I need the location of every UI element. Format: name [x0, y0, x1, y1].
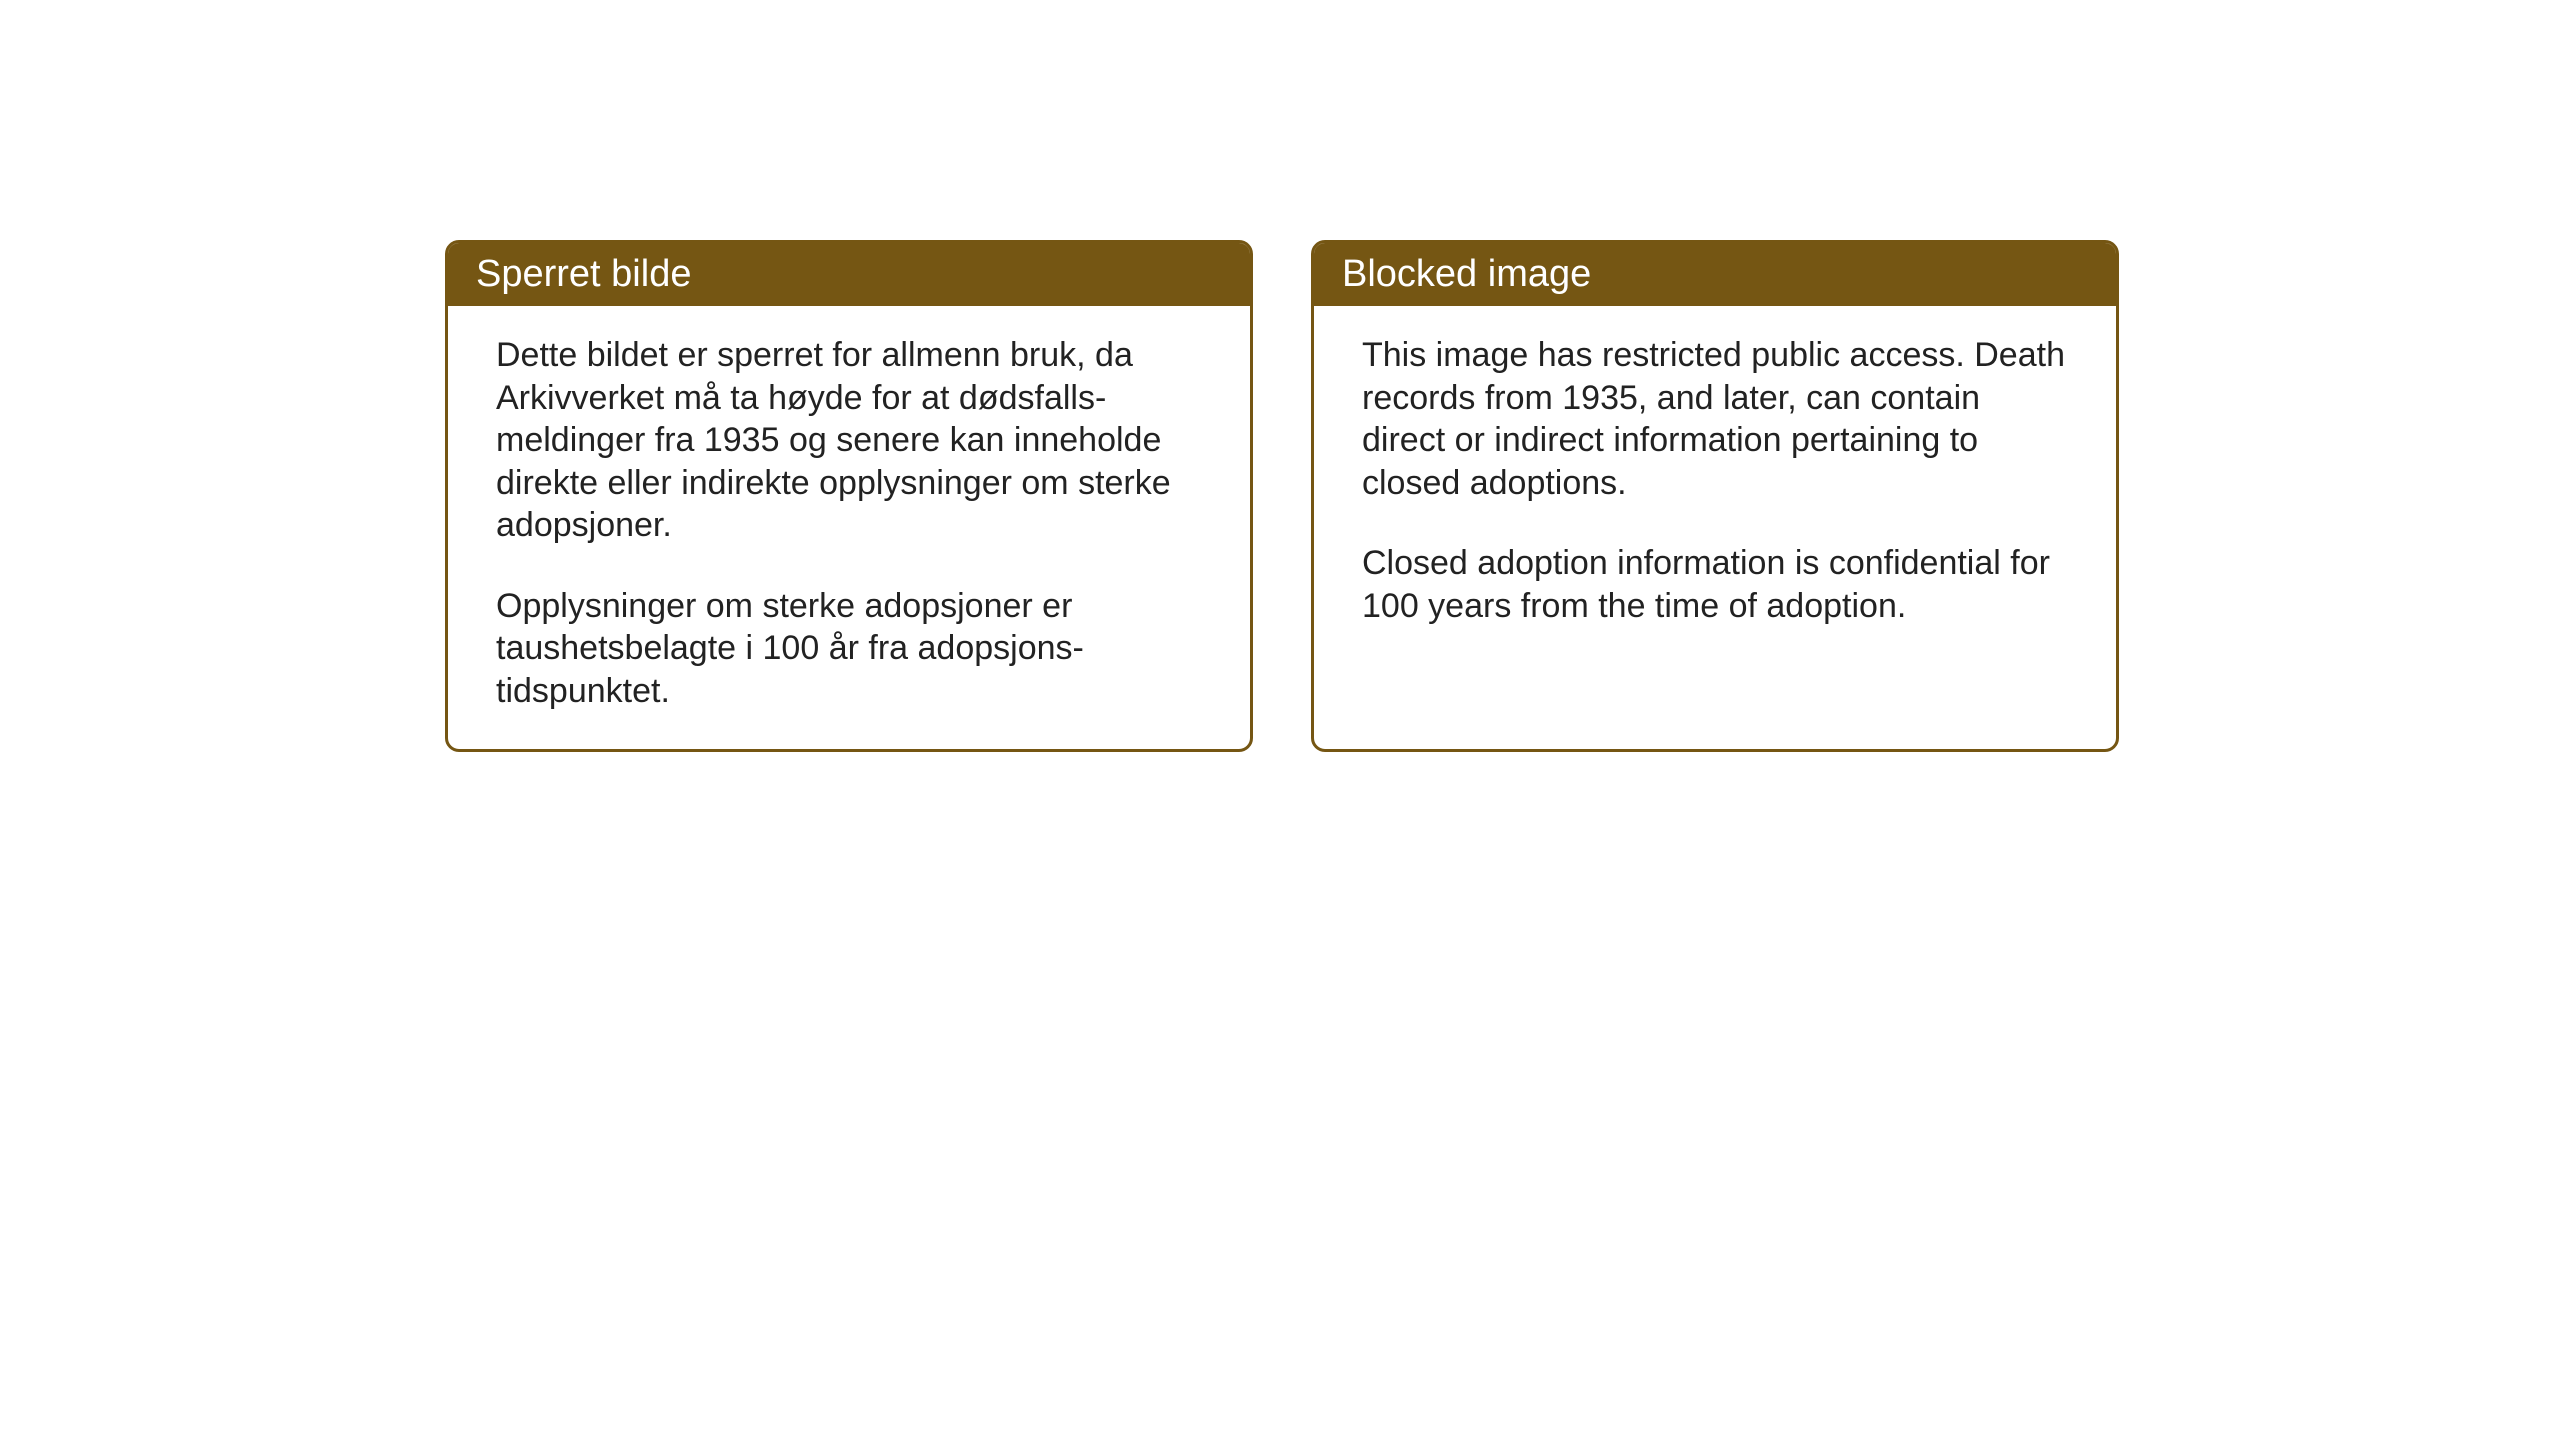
- notice-body-norwegian: Dette bildet er sperret for allmenn bruk…: [448, 306, 1250, 748]
- notice-box-english: Blocked image This image has restricted …: [1311, 240, 2119, 752]
- notice-paragraph-1-english: This image has restricted public access.…: [1362, 334, 2068, 504]
- notice-paragraph-2-norwegian: Opplysninger om sterke adopsjoner er tau…: [496, 585, 1202, 713]
- notice-paragraph-2-english: Closed adoption information is confident…: [1362, 542, 2068, 627]
- notice-box-norwegian: Sperret bilde Dette bildet er sperret fo…: [445, 240, 1253, 752]
- notice-paragraph-1-norwegian: Dette bildet er sperret for allmenn bruk…: [496, 334, 1202, 547]
- notice-header-english: Blocked image: [1314, 243, 2116, 306]
- notice-container: Sperret bilde Dette bildet er sperret fo…: [445, 240, 2119, 752]
- notice-title-norwegian: Sperret bilde: [476, 253, 691, 295]
- notice-body-english: This image has restricted public access.…: [1314, 306, 2116, 663]
- notice-title-english: Blocked image: [1342, 253, 1591, 295]
- notice-header-norwegian: Sperret bilde: [448, 243, 1250, 306]
